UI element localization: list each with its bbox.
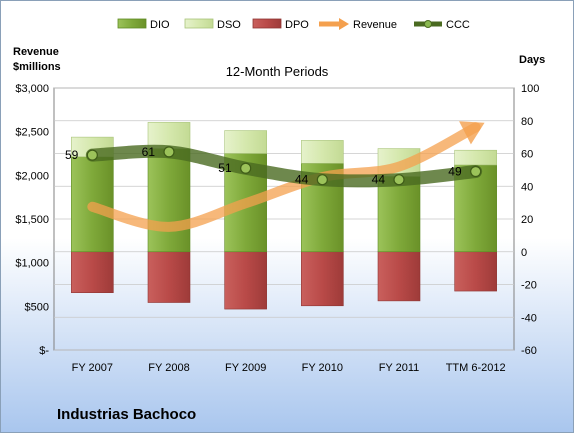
right-tick-label: 20 bbox=[521, 214, 533, 226]
left-tick-label: $3,000 bbox=[15, 83, 49, 95]
bar-dpo bbox=[301, 251, 344, 307]
ccc-data-label: 44 bbox=[295, 173, 309, 187]
ccc-data-label: 59 bbox=[65, 148, 79, 162]
legend-label-ccc: CCC bbox=[446, 19, 470, 31]
legend-label-revenue: Revenue bbox=[353, 19, 397, 31]
x-tick-label: FY 2007 bbox=[72, 362, 113, 374]
ccc-point bbox=[163, 146, 175, 158]
x-tick-label: FY 2011 bbox=[379, 362, 420, 374]
revenue-arrowhead bbox=[459, 121, 485, 145]
bar-dso bbox=[224, 130, 267, 154]
bar-dso bbox=[454, 149, 497, 166]
legend-label-dio: DIO bbox=[150, 19, 170, 31]
legend-swatch-dio bbox=[117, 18, 147, 29]
right-tick-label: 0 bbox=[521, 247, 527, 259]
left-axis-label-line2: $millions bbox=[13, 61, 61, 73]
x-axis-ticks: FY 2007 FY 2008 FY 2009 FY 2010 FY 2011 TTM 6… bbox=[72, 362, 506, 374]
bar-dio bbox=[147, 148, 191, 253]
ccc-line bbox=[85, 144, 483, 188]
bar-dpo bbox=[71, 251, 114, 293]
bars bbox=[71, 122, 497, 310]
bar-dpo bbox=[147, 251, 191, 303]
right-tick-label: -60 bbox=[521, 345, 537, 357]
legend-swatch-ccc bbox=[414, 20, 442, 28]
ccc-data-label: 44 bbox=[372, 173, 386, 187]
legend: DIO DSO DPO Revenue CCC bbox=[117, 18, 470, 31]
left-tick-label: $2,500 bbox=[15, 127, 49, 139]
x-tick-label: TTM 6-2012 bbox=[446, 362, 506, 374]
bar-dso bbox=[147, 122, 191, 149]
bar-dpo bbox=[377, 251, 421, 302]
left-axis-label-line1: Revenue bbox=[13, 46, 59, 58]
left-tick-label: $500 bbox=[25, 301, 49, 313]
legend-label-dso: DSO bbox=[217, 19, 241, 31]
right-tick-label: 60 bbox=[521, 149, 533, 161]
x-tick-label: FY 2009 bbox=[225, 362, 266, 374]
company-name: Industrias Bachoco bbox=[57, 406, 196, 423]
x-tick-label: FY 2008 bbox=[148, 362, 189, 374]
right-tick-label: 40 bbox=[521, 181, 533, 193]
lines: 59 61 51 44 44 49 bbox=[65, 121, 485, 232]
ccc-point bbox=[316, 174, 328, 186]
bar-dpo bbox=[224, 251, 267, 310]
left-tick-label: $- bbox=[39, 345, 49, 357]
right-axis-ticks: 100 80 60 40 20 0 -20 -40 -60 bbox=[521, 83, 539, 357]
left-axis-ticks: $3,000 $2,500 $2,000 $1,500 $1,000 $500 $- bbox=[15, 83, 49, 357]
x-tick-label: FY 2010 bbox=[302, 362, 343, 374]
ccc-data-label: 51 bbox=[218, 161, 232, 175]
legend-label-dpo: DPO bbox=[285, 19, 309, 31]
right-tick-label: 80 bbox=[521, 116, 533, 128]
left-tick-label: $1,500 bbox=[15, 214, 49, 226]
ccc-point bbox=[470, 165, 482, 178]
right-tick-label: -20 bbox=[521, 280, 537, 292]
left-tick-label: $2,000 bbox=[15, 170, 49, 182]
legend-swatch-dso bbox=[184, 18, 214, 29]
bar-dio bbox=[377, 176, 421, 253]
bar-dso bbox=[301, 140, 344, 164]
revenue-line bbox=[87, 122, 481, 232]
legend-swatch-revenue bbox=[319, 18, 349, 30]
right-axis-label: Days bbox=[519, 54, 545, 66]
ccc-point bbox=[86, 149, 98, 161]
ccc-data-label: 61 bbox=[142, 145, 156, 159]
chart-subtitle: 12-Month Periods bbox=[226, 64, 329, 79]
left-tick-label: $1,000 bbox=[15, 258, 49, 270]
ccc-point bbox=[240, 162, 252, 174]
bar-dpo bbox=[454, 251, 497, 292]
ccc-point bbox=[393, 174, 405, 186]
legend-swatch-dpo bbox=[252, 18, 282, 29]
ccc-data-label: 49 bbox=[448, 165, 462, 179]
right-tick-label: 100 bbox=[521, 83, 539, 95]
right-tick-label: -40 bbox=[521, 312, 537, 324]
